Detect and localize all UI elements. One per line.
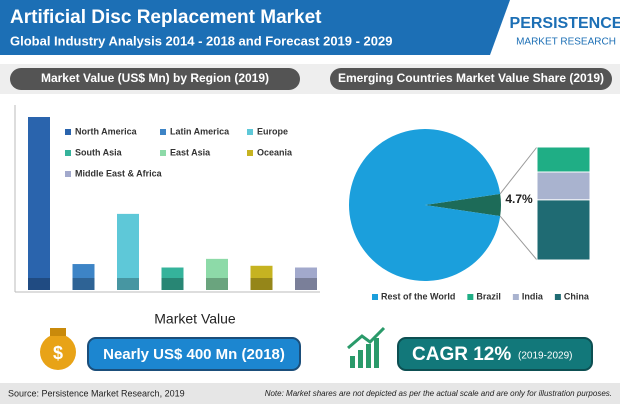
legend-swatch: [160, 129, 166, 135]
legend-swatch: [65, 129, 71, 135]
pie-chart-title: Emerging Countries Market Value Share (2…: [338, 71, 604, 85]
note: Note: Market shares are not depicted as …: [265, 389, 612, 398]
market-value: Nearly US$ 400 Mn (2018): [103, 346, 285, 363]
legend-label: China: [564, 291, 590, 301]
legend-label: Rest of the World: [381, 291, 455, 301]
panel-header: [330, 68, 612, 90]
bar-base: [206, 278, 228, 290]
svg-text:$: $: [53, 343, 63, 363]
title: Artificial Disc Replacement Market: [10, 7, 322, 28]
bar-chart-title: Market Value (US$ Mn) by Region (2019): [41, 71, 269, 85]
pie-slice: [425, 193, 501, 217]
money-icon: $: [40, 328, 76, 370]
source: Source: Persistence Market Research, 201…: [8, 388, 185, 398]
connector: [499, 215, 538, 261]
pie-slice: [349, 129, 501, 281]
footer-band: [0, 383, 620, 404]
legend-label: South Asia: [75, 147, 123, 157]
stack-segment: [536, 146, 591, 173]
growth-icon: [347, 326, 386, 368]
legend-swatch: [247, 150, 253, 156]
legend-label: Middle East & Africa: [75, 168, 163, 178]
legend-label: Oceania: [257, 147, 293, 157]
logo-top: PERSISTENCE: [510, 15, 620, 32]
legend-label: Latin America: [170, 126, 230, 136]
legend-swatch: [512, 294, 519, 300]
legend-label: Europe: [257, 126, 288, 136]
connector: [499, 146, 538, 195]
legend-label: India: [522, 291, 544, 301]
stack-segment: [536, 171, 591, 201]
legend-label: Brazil: [476, 291, 501, 301]
legend-swatch: [372, 294, 378, 300]
bar: [117, 213, 139, 290]
subtitle: Global Industry Analysis 2014 - 2018 and…: [10, 33, 392, 48]
cagr-pill: [397, 337, 593, 371]
bar-base: [28, 278, 50, 290]
value-pill: [87, 337, 301, 371]
bar-base: [295, 278, 317, 290]
bar-base: [117, 278, 139, 290]
bar-base: [250, 278, 273, 290]
cagr-period: (2019-2029): [518, 351, 572, 362]
legend-swatch: [65, 171, 71, 177]
legend-swatch: [247, 129, 253, 135]
x-axis-label: Market Value: [154, 311, 236, 327]
bar-base: [161, 278, 184, 290]
legend-swatch: [65, 150, 71, 156]
bar-base: [72, 278, 95, 290]
legend-swatch: [160, 150, 166, 156]
legend-swatch: [467, 294, 474, 300]
cagr: CAGR 12%: [412, 344, 511, 365]
bar: [28, 117, 50, 290]
logo-bottom: MARKET RESEARCH: [516, 37, 616, 48]
legend-label: East Asia: [170, 147, 211, 157]
stack-segment: [536, 199, 591, 261]
header-band: [0, 0, 510, 55]
legend-swatch: [554, 294, 561, 300]
panel-header: [10, 68, 300, 90]
legend-label: North America: [75, 126, 138, 136]
value-label: 4.7%: [505, 192, 533, 206]
